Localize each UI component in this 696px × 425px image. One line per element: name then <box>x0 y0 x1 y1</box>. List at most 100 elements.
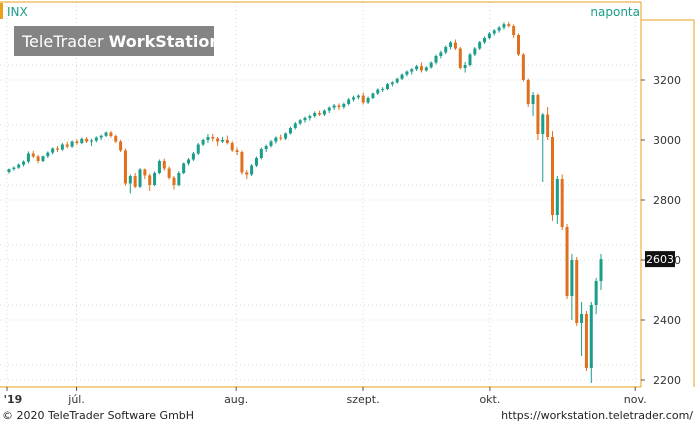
candle-body <box>342 104 346 107</box>
x-tick-label: nov. <box>624 393 647 406</box>
candle-body <box>191 153 195 160</box>
candle-body <box>332 105 336 108</box>
candle-body <box>284 133 288 139</box>
candle-body <box>70 141 74 147</box>
candle <box>225 135 229 145</box>
candle <box>298 119 302 125</box>
candle <box>439 50 443 59</box>
candle-body <box>80 138 84 143</box>
candle <box>599 254 603 290</box>
candle <box>109 131 113 138</box>
candle-body <box>128 176 132 184</box>
candle-body <box>269 141 273 146</box>
footer-bar <box>0 406 696 425</box>
candle-body <box>51 148 55 153</box>
candle-body <box>502 24 506 28</box>
candle-body <box>584 314 588 368</box>
source-url[interactable]: https://workstation.teletrader.com/ <box>501 409 693 422</box>
candle <box>308 114 312 121</box>
x-tick-label: szept. <box>347 393 380 406</box>
candle <box>60 143 64 151</box>
candle-body <box>570 260 574 296</box>
candle <box>487 32 491 40</box>
period-label[interactable]: naponta <box>590 5 640 19</box>
y-tick-label: 2400 <box>653 314 681 327</box>
candle-body <box>356 95 360 98</box>
symbol-label[interactable]: INX <box>7 5 28 19</box>
candle-body <box>206 137 210 140</box>
candle-body <box>99 135 103 138</box>
candle <box>284 132 288 140</box>
candle-body <box>201 140 205 145</box>
candle <box>114 134 118 143</box>
candle <box>390 81 394 87</box>
candle-body <box>492 30 496 34</box>
candle-body <box>550 137 554 215</box>
candle-body <box>31 153 35 157</box>
candle <box>196 143 200 155</box>
candle <box>65 141 69 149</box>
candle <box>31 150 35 158</box>
candle <box>22 160 26 167</box>
y-tick-label: 2200 <box>653 374 681 387</box>
candle <box>410 68 414 75</box>
candle-body <box>517 35 521 55</box>
candle-body <box>361 95 365 103</box>
candle-body <box>541 114 545 134</box>
candle <box>254 156 258 167</box>
candle-body <box>153 173 157 185</box>
candle-body <box>536 95 540 134</box>
candle-body <box>230 143 234 151</box>
candle-body <box>347 99 351 104</box>
candle <box>293 122 297 130</box>
candle <box>41 155 45 163</box>
candle <box>51 147 55 155</box>
candle <box>502 22 506 30</box>
candle-body <box>424 67 428 71</box>
candle <box>536 93 540 140</box>
candle <box>492 29 496 36</box>
candle-body <box>483 38 487 43</box>
candle-body <box>60 144 64 150</box>
candle-body <box>177 173 181 185</box>
candle-body <box>182 163 186 173</box>
candle <box>497 26 501 33</box>
candle <box>119 140 123 152</box>
candle <box>264 144 268 152</box>
candle-body <box>512 26 516 35</box>
candle <box>575 257 579 326</box>
candle <box>453 39 457 50</box>
candle-body <box>497 27 501 31</box>
candle <box>347 98 351 106</box>
candle <box>434 54 438 65</box>
candle-body <box>526 80 530 104</box>
candle-body <box>172 177 176 185</box>
x-tick-label: aug. <box>224 393 248 406</box>
candle <box>507 22 511 28</box>
candle <box>46 151 50 158</box>
candle <box>419 62 423 73</box>
candle <box>337 103 341 110</box>
candle <box>172 176 176 190</box>
candle <box>288 126 292 135</box>
candle-body <box>104 132 108 136</box>
candle-body <box>162 161 166 169</box>
candle <box>230 141 234 152</box>
candle-body <box>546 114 550 137</box>
candle-body <box>410 69 414 72</box>
y-tick-label: 2800 <box>653 194 681 207</box>
candle-body <box>259 149 263 158</box>
candle <box>342 102 346 109</box>
candle <box>356 94 360 100</box>
candle <box>405 70 409 77</box>
candle <box>245 170 249 179</box>
candle-body <box>56 148 60 150</box>
candle-body <box>580 314 584 323</box>
candle <box>206 134 210 143</box>
candle <box>332 104 336 110</box>
candle-body <box>94 137 98 141</box>
candle <box>371 92 375 100</box>
candle-body <box>298 120 302 124</box>
